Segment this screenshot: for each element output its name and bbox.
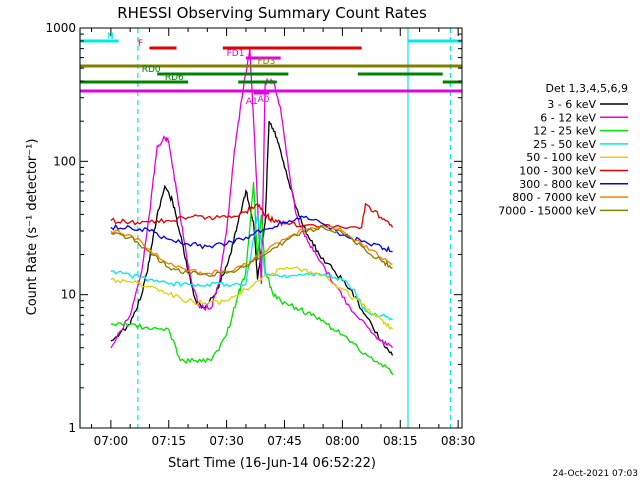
flag-bars: N F FD1 FD3 RD0 RD6 A1 A0 <box>80 32 462 107</box>
x-tick-label-3: 07:45 <box>267 434 302 448</box>
series-line-5 <box>110 202 394 230</box>
flag-label-fd3: FD3 <box>257 57 275 67</box>
x-axis-label: Start Time (16-Jun-14 06:52:22) <box>168 456 376 471</box>
y-axis-label: Count Rate (s⁻¹ detector⁻¹) <box>25 139 40 316</box>
y-tick-label-3: 1000 <box>45 21 76 35</box>
legend-label-2: 12 - 25 keV <box>533 125 596 138</box>
series-line-4 <box>110 266 394 331</box>
legend-label-5: 100 - 300 keV <box>519 165 596 178</box>
legend-label-0: 3 - 6 keV <box>547 98 596 111</box>
x-tick-label-6: 08:30 <box>441 434 476 448</box>
flag-label-fd1: FD1 <box>227 49 245 59</box>
flag-label-a1: A1 <box>246 97 258 107</box>
legend-label-7: 800 - 7000 keV <box>512 191 596 204</box>
series-lines <box>110 48 394 376</box>
legend-label-8: 7000 - 15000 keV <box>498 204 596 217</box>
x-tick-label-0: 07:00 <box>94 434 129 448</box>
x-tick-label-1: 07:15 <box>151 434 186 448</box>
x-tick-label-2: 07:30 <box>209 434 244 448</box>
footer-timestamp: 24-Oct-2021 07:03 <box>553 469 638 479</box>
y-tick-label-1: 10 <box>61 288 76 302</box>
series-line-2 <box>110 181 394 376</box>
series-line-3 <box>110 214 393 321</box>
series-line-0 <box>110 120 394 356</box>
series-line-1 <box>110 48 394 349</box>
flag-label-rd0: RD0 <box>142 65 161 75</box>
flag-label-n: N <box>107 32 114 42</box>
legend-label-1: 6 - 12 keV <box>540 111 596 124</box>
series-line-8 <box>110 224 393 277</box>
plot-frame <box>79 27 463 429</box>
flag-label-rd6: RD6 <box>165 73 184 83</box>
x-tick-label-5: 08:15 <box>383 434 418 448</box>
legend-label-3: 25 - 50 keV <box>533 138 596 151</box>
y-tick-label-0: 1 <box>68 421 76 435</box>
legend-label-4: 50 - 100 keV <box>526 151 596 164</box>
flag-label-a0: A0 <box>257 95 269 105</box>
x-tick-label-4: 08:00 <box>325 434 360 448</box>
axes: 1 10 100 1000 07:00 07:15 07:30 07:45 08:00 08:15… <box>45 21 475 448</box>
y-tick-label-2: 100 <box>53 154 76 168</box>
legend-label-6: 300 - 800 keV <box>519 178 596 191</box>
flag-label-f: F <box>138 39 143 49</box>
chart-title: RHESSI Observing Summary Count Rates <box>117 4 427 22</box>
legend-title: Det 1,3,4,5,6,9 <box>545 82 628 95</box>
